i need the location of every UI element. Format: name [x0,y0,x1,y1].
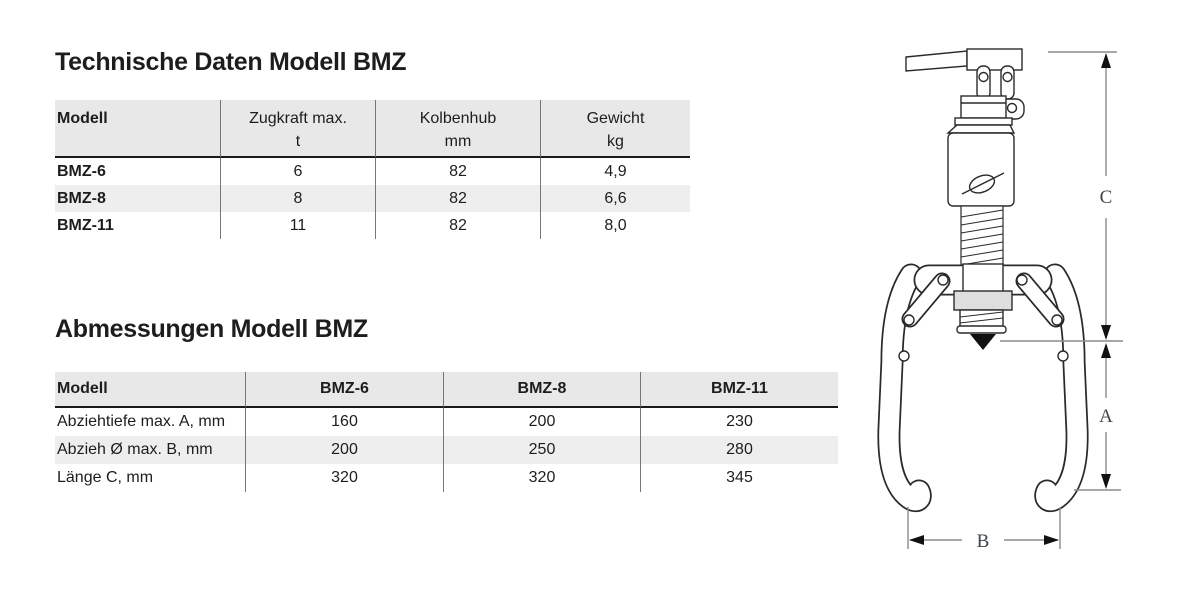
t1-row0-zugkraft: 6 [220,158,375,185]
t1-header-kolbenhub-unit: mm [444,133,472,150]
t2-header-bmz11: BMZ-11 [640,372,838,408]
t2-row2-bmz11: 345 [640,464,838,492]
dimension-b: B [907,507,1061,552]
t1-header-gewicht-unit: kg [607,133,624,150]
dim-label-c: C [1100,187,1113,208]
dimensions-table: Modell BMZ-6 BMZ-8 BMZ-11 Abziehtiefe ma… [55,372,838,492]
t1-header-gewicht: Gewicht kg [540,100,690,158]
puller-legs [877,263,1089,513]
t2-header-modell: Modell [55,372,245,408]
dim-label-b: B [977,531,990,552]
t1-header-zugkraft: Zugkraft max. t [220,100,375,158]
t1-row2-gewicht: 8,0 [540,212,690,239]
t2-row1-bmz8: 250 [443,436,640,464]
t1-header-kolbenhub: Kolbenhub mm [375,100,540,158]
t1-header-modell: Modell [55,100,220,158]
t2-row0-bmz8: 200 [443,408,640,436]
section-title-dimensions: Abmessungen Modell BMZ [55,315,368,343]
t2-row1-bmz6: 200 [245,436,443,464]
t2-row1-label: Abzieh Ø max. B, mm [55,436,245,464]
t2-row2-bmz6: 320 [245,464,443,492]
t2-header-bmz8: BMZ-8 [443,372,640,408]
dimension-c: C [1048,51,1117,340]
dimension-a: A [1000,340,1123,491]
t1-row0-model: BMZ-6 [57,163,106,180]
pump-cylinder [946,95,1025,207]
t1-row0-kolbenhub: 82 [375,158,540,185]
t2-row2-label: Länge C, mm [57,469,154,486]
t2-row0-bmz6: 160 [245,408,443,436]
dim-label-a: A [1099,406,1113,427]
t1-row0-gewicht: 4,9 [540,158,690,185]
t2-row1-bmz11: 280 [640,436,838,464]
cone-tip [970,334,996,350]
threaded-spindle [960,205,1004,267]
release-screw-icon [961,172,1005,195]
section-title-technical-data: Technische Daten Modell BMZ [55,48,407,76]
t1-row1-gewicht: 6,6 [540,185,690,212]
technical-data-table: Modell Zugkraft max. t Kolbenhub mm Gewi… [55,100,690,239]
t1-header-kolbenhub-name: Kolbenhub [419,110,497,127]
t2-row2-bmz8: 320 [443,464,640,492]
pump-handle [905,48,1023,100]
t1-row2-model: BMZ-11 [57,217,114,234]
t1-row2-kolbenhub: 82 [375,212,540,239]
t1-header-gewicht-name: Gewicht [586,110,645,127]
t1-row2-zugkraft: 11 [220,212,375,239]
pivot-pins [898,71,1069,362]
t1-header-zugkraft-unit: t [295,133,301,150]
t1-row1-zugkraft: 8 [220,185,375,212]
center-point-assembly [953,263,1013,350]
t2-header-bmz6: BMZ-6 [245,372,443,408]
t1-row1-model: BMZ-8 [55,185,220,212]
t1-row1-kolbenhub: 82 [375,185,540,212]
t2-row0-bmz11: 230 [640,408,838,436]
t1-header-zugkraft-name: Zugkraft max. [249,110,347,127]
t2-row0-label: Abziehtiefe max. A, mm [57,413,226,430]
